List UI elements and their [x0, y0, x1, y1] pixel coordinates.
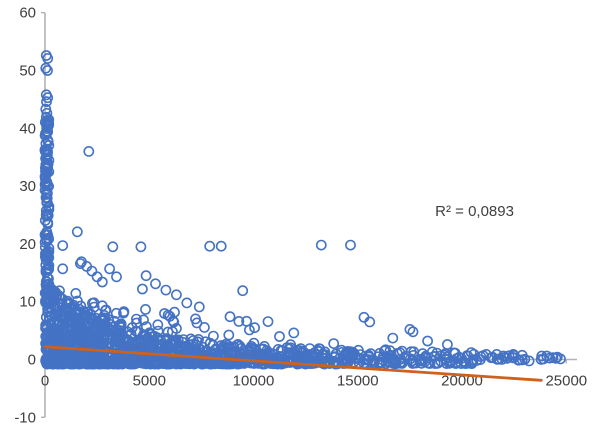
x-tick-label: 25000: [545, 373, 587, 390]
y-tick-label: 40: [19, 120, 36, 137]
trendline: [43, 345, 543, 382]
x-tick-label: 0: [41, 373, 49, 390]
x-tick-label: 10000: [233, 373, 275, 390]
y-tick-label: -10: [14, 409, 36, 426]
y-tick-label: 30: [19, 178, 36, 195]
y-tick-label: 50: [19, 63, 36, 80]
y-tick-label: 20: [19, 236, 36, 253]
r-squared-label: R² = 0,0893: [435, 203, 514, 220]
y-tick-label: 0: [28, 352, 36, 369]
scatter-points: [39, 50, 566, 370]
x-tick-label: 15000: [337, 373, 379, 390]
y-tick-label: 60: [19, 5, 36, 22]
y-tick-label: 10: [19, 294, 36, 311]
x-tick-label: 5000: [133, 373, 166, 390]
